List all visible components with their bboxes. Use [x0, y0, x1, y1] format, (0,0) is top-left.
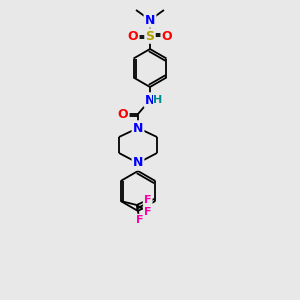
Text: N: N	[145, 14, 155, 26]
Text: F: F	[136, 215, 143, 225]
Text: F: F	[144, 207, 152, 217]
Text: N: N	[133, 157, 143, 169]
Text: O: O	[128, 29, 138, 43]
Text: S: S	[146, 29, 154, 43]
Text: O: O	[118, 107, 128, 121]
Text: N: N	[133, 122, 143, 134]
Text: H: H	[153, 95, 163, 105]
Text: F: F	[144, 195, 152, 205]
Text: O: O	[162, 29, 172, 43]
Text: N: N	[145, 94, 155, 106]
